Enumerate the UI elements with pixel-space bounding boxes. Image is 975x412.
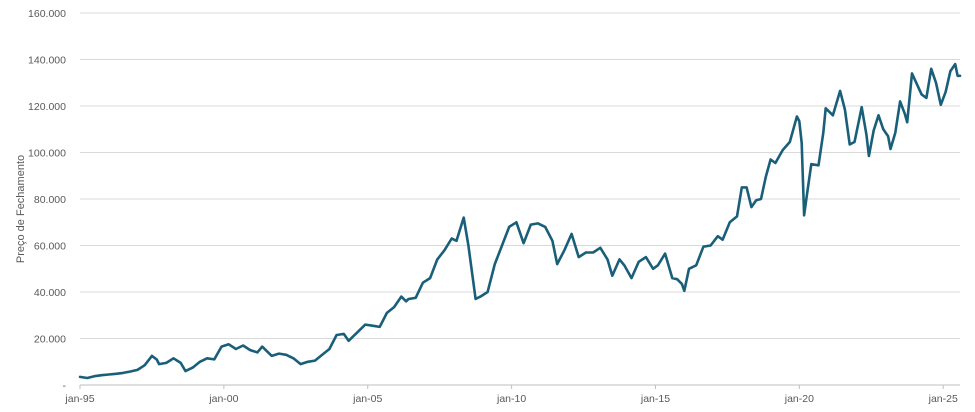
x-tick-label: jan-00: [208, 393, 238, 405]
y-tick-label: -: [63, 380, 67, 392]
series-layer: [78, 62, 962, 380]
y-tick-label: 20.000: [34, 334, 66, 346]
x-tick-label: jan-25: [928, 393, 958, 405]
y-tick-label: 120.000: [28, 101, 66, 113]
axes: - 20.000 40.000 60.000 80.000 100.000 120.000 1…: [28, 8, 960, 405]
closing-price-line: [78, 62, 962, 380]
x-tick-label: jan-20: [784, 393, 814, 405]
y-tick-label: 80.000: [34, 194, 66, 206]
y-tick-label: 140.000: [28, 55, 66, 67]
x-tick-label: jan-95: [64, 393, 94, 405]
y-tick-label: 60.000: [34, 241, 66, 253]
gridlines: [80, 12, 960, 339]
x-tick-label: jan-15: [640, 393, 670, 405]
y-axis-title: Preço de Fechamento: [15, 155, 27, 263]
x-tick-label: jan-10: [496, 393, 526, 405]
y-tick-label: 100.000: [28, 148, 66, 160]
x-tick-label: jan-05: [352, 393, 382, 405]
y-tick-label: 160.000: [28, 8, 66, 20]
y-tick-label: 40.000: [34, 287, 66, 299]
